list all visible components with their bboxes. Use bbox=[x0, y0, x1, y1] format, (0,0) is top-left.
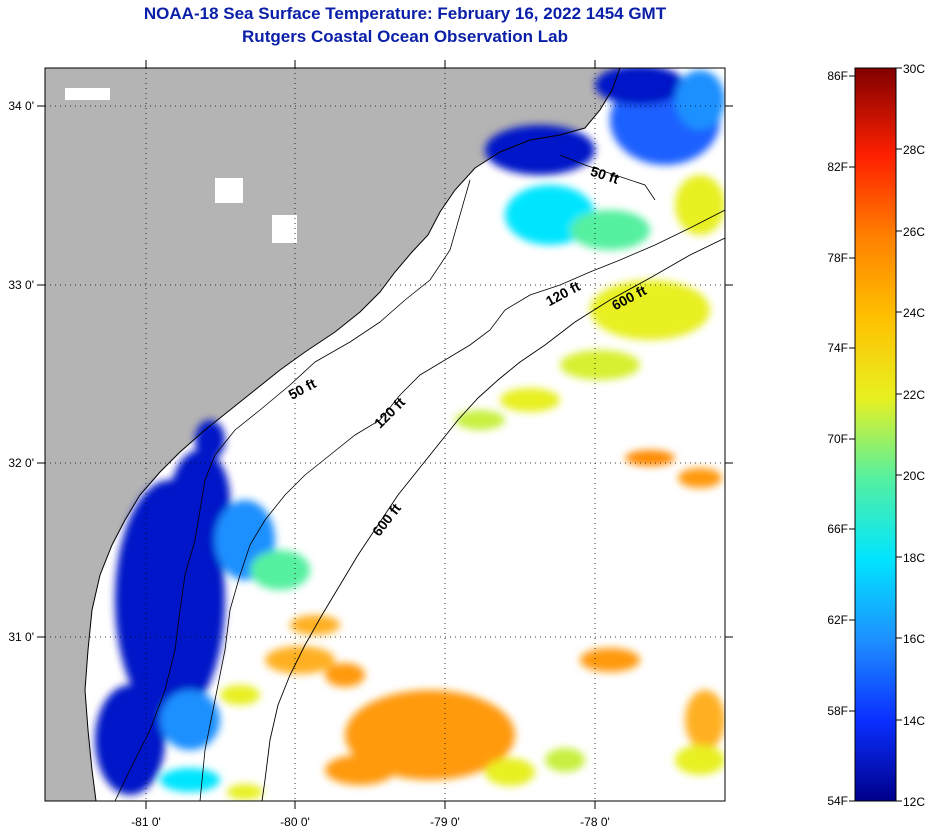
cb-f-82: 82F bbox=[827, 160, 848, 174]
lat-label-31: 31 0' bbox=[8, 630, 34, 644]
cb-f-66: 66F bbox=[827, 522, 848, 536]
cb-c-24: 24C bbox=[903, 306, 925, 320]
cb-f-54: 54F bbox=[827, 794, 848, 808]
lon-label-80: -80 0' bbox=[280, 815, 310, 829]
colorbar-gradient bbox=[854, 67, 897, 802]
land-mass bbox=[45, 68, 620, 801]
lon-label-81: -81 0' bbox=[131, 815, 161, 829]
cb-c-26: 26C bbox=[903, 225, 925, 239]
contour-50ft bbox=[114, 154, 656, 801]
cb-c-14: 14C bbox=[903, 714, 925, 728]
map-title: NOAA-18 Sea Surface Temperature: Februar… bbox=[143, 4, 667, 23]
lat-label-33: 33 0' bbox=[8, 278, 34, 292]
cb-c-28: 28C bbox=[903, 143, 925, 157]
lon-label-78: -78 0' bbox=[580, 815, 610, 829]
cb-c-16: 16C bbox=[903, 632, 925, 646]
sst-warm-patches bbox=[265, 175, 725, 786]
cb-f-58: 58F bbox=[827, 704, 848, 718]
colorbar: 86F 82F 78F 74F 70F 66F 62F 58F 54F 30C … bbox=[827, 62, 925, 809]
cb-c-20: 20C bbox=[903, 469, 925, 483]
cb-c-30: 30C bbox=[903, 62, 925, 76]
map-subtitle: Rutgers Coastal Ocean Observation Lab bbox=[242, 27, 568, 46]
cb-f-78: 78F bbox=[827, 251, 848, 265]
map-frame bbox=[44, 67, 726, 802]
coastline bbox=[84, 68, 621, 801]
cb-c-22: 22C bbox=[903, 388, 925, 402]
lat-label-32: 32 0' bbox=[8, 456, 34, 470]
cb-f-62: 62F bbox=[827, 613, 848, 627]
land-gap bbox=[65, 88, 110, 100]
cb-f-74: 74F bbox=[827, 341, 848, 355]
land-gap bbox=[272, 215, 297, 243]
cb-c-18: 18C bbox=[903, 551, 925, 565]
cb-f-70: 70F bbox=[827, 432, 848, 446]
lat-label-34: 34 0' bbox=[8, 99, 34, 113]
lon-label-79: -79 0' bbox=[430, 815, 460, 829]
sst-cold-patches bbox=[95, 68, 725, 800]
cb-f-86: 86F bbox=[827, 69, 848, 83]
contour-120ft bbox=[199, 209, 725, 801]
contour-600ft bbox=[261, 237, 725, 801]
land-gap bbox=[215, 178, 243, 203]
axis-ticks bbox=[37, 60, 733, 809]
colorbar-ticks bbox=[849, 67, 902, 802]
cb-c-12: 12C bbox=[903, 795, 925, 809]
